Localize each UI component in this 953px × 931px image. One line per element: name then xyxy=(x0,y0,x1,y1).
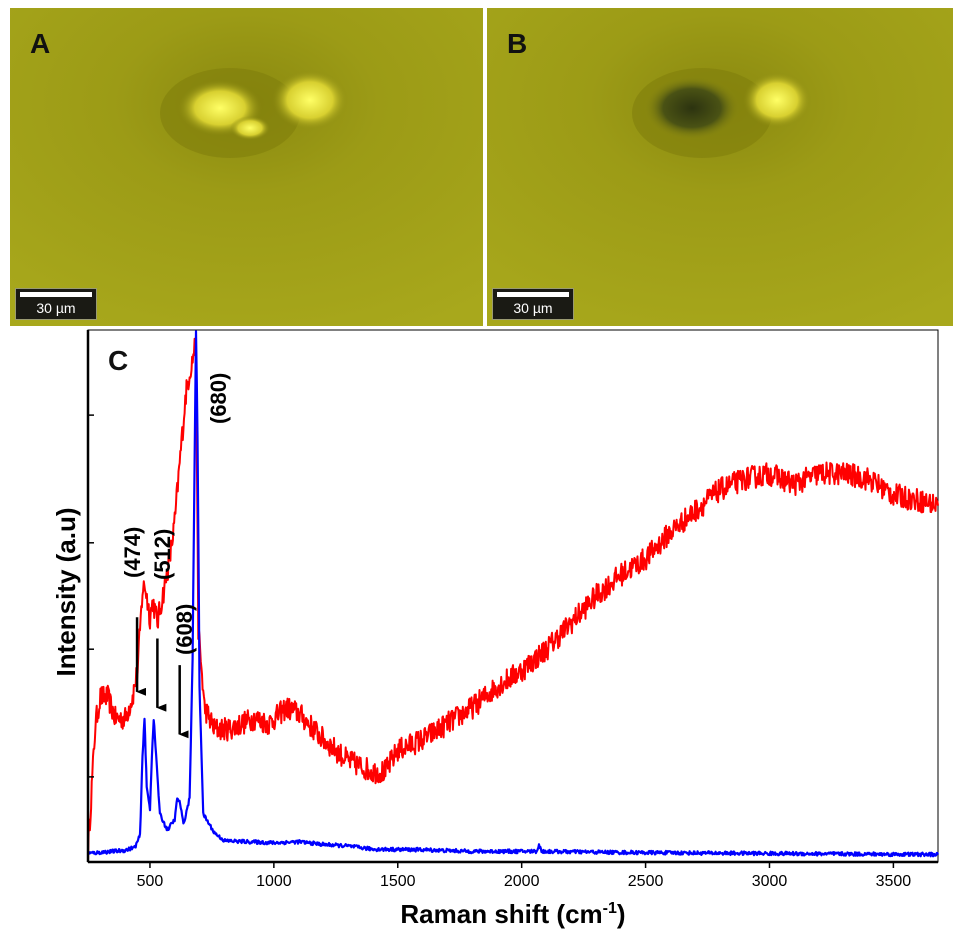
peak-label: (474) xyxy=(120,527,145,578)
micrograph-b-image xyxy=(487,8,953,326)
series-line-red xyxy=(87,337,939,861)
scale-bar-label: 30 µm xyxy=(36,300,76,316)
x-tick-label: 500 xyxy=(137,873,164,890)
x-tick-label: 2000 xyxy=(504,873,540,890)
micrograph-b: B 30 µm xyxy=(487,8,953,326)
scale-bar-b: 30 µm xyxy=(492,288,574,320)
x-tick-label: 1500 xyxy=(380,873,416,890)
series-layer xyxy=(86,330,940,861)
micrograph-a: A 30 µm xyxy=(10,8,483,326)
peak-label: (608) xyxy=(172,604,197,655)
x-tick-label: 1000 xyxy=(256,873,292,890)
series-line-blue xyxy=(86,330,940,858)
peak-label: (680) xyxy=(206,373,231,424)
scale-bar-a: 30 µm xyxy=(15,288,97,320)
axis-layer: 500 1000 1500 2000 2500 3000 3500 xyxy=(86,330,938,890)
scale-bar-label: 30 µm xyxy=(513,300,553,316)
scale-bar-line xyxy=(20,292,92,297)
x-tick-label: 3500 xyxy=(876,873,912,890)
x-axis-title: Raman shift (cm-1) xyxy=(400,899,625,929)
scale-bar-line xyxy=(497,292,569,297)
panel-label-a: A xyxy=(30,28,51,59)
panel-label-c: C xyxy=(108,345,128,376)
peak-label: (512) xyxy=(150,529,175,580)
panel-label-b: B xyxy=(507,28,528,59)
x-tick-label: 2500 xyxy=(628,873,664,890)
annotation-layer: (474) (512) (608) (680) xyxy=(120,373,231,739)
micrograph-a-image xyxy=(10,8,483,326)
x-tick-label: 3000 xyxy=(752,873,788,890)
y-axis-title: Intensity (a.u) xyxy=(51,507,81,676)
